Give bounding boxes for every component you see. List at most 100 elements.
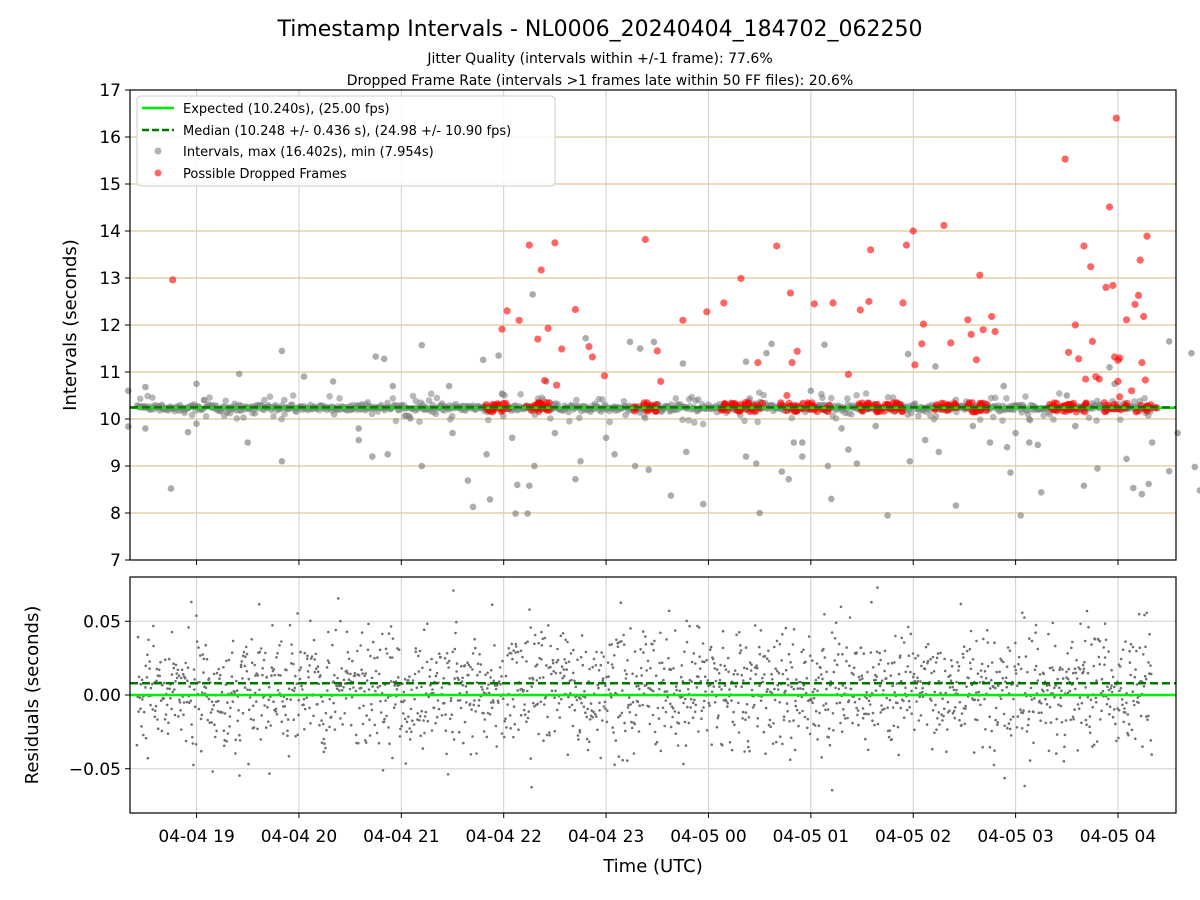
residual-axes-frame [129,576,1177,814]
residual-point [1095,679,1098,682]
interval-point [329,378,337,385]
residual-point [715,725,719,729]
residual-point [767,659,771,663]
residual-point [616,645,620,648]
residual-point [197,707,201,711]
residual-point [220,690,224,694]
residual-point [1070,646,1073,650]
residual-point [930,671,933,675]
residual-point [169,696,172,700]
interval-point [1037,489,1045,496]
interval-point [418,462,426,470]
residual-point [741,710,745,714]
residual-point [294,735,297,738]
residual-point [764,752,767,755]
residual-point [702,706,705,709]
residual-point [415,686,419,689]
residual-point [1034,664,1038,668]
residual-point [546,715,549,719]
residual-point [170,630,174,634]
residual-point [148,667,151,670]
residual-point [770,672,773,676]
residual-point [556,658,560,662]
residual-point [365,679,369,682]
interval-point [188,411,196,419]
residual-point [188,701,191,704]
residual-point [425,660,429,664]
residual-point [403,699,406,702]
residual-point [530,785,533,789]
interval-point [464,477,472,484]
residual-point [1124,640,1127,643]
residual-point [285,668,288,672]
residual-point [936,717,939,720]
residual-point [371,640,375,644]
residual-point [444,713,447,716]
residual-point [512,649,515,652]
residual-point [360,631,364,634]
residual-point [313,670,317,674]
residual-point [937,679,941,683]
interval-point [336,395,343,402]
residual-point [449,697,453,700]
residual-point [418,719,421,722]
residual-point [286,729,289,733]
residual-point [586,707,589,711]
interval-point [1080,482,1088,490]
residual-point [361,722,365,726]
residual-point [629,627,632,630]
residual-point [276,652,279,655]
residual-point [848,664,851,668]
residual-point [424,710,428,714]
residual-point [559,671,562,675]
residual-point [1045,684,1049,687]
residual-point [411,719,414,722]
residual-point [727,670,730,674]
residual-point [137,675,141,679]
legend-box [136,95,556,187]
residual-point [442,677,446,680]
residual-point [758,684,761,688]
residual-point [662,678,665,682]
interval-point [778,468,786,475]
residual-point [325,666,329,669]
residual-point [362,704,365,708]
residual-point [211,708,214,711]
residual-point [179,709,182,712]
residual-point [1008,649,1012,652]
residual-point [773,698,777,702]
residual-point [540,658,543,661]
residual-point [309,722,312,725]
residual-point [363,674,367,678]
residual-point [603,700,607,704]
residual-point [891,684,894,688]
residual-point [280,720,284,723]
residual-point [1030,698,1034,701]
residual-point [1082,667,1086,671]
residual-point [439,656,443,659]
residual-point [1073,708,1076,711]
residual-point [814,678,818,682]
interval-point [606,418,613,426]
residual-point [491,699,495,702]
residual-point [1006,646,1010,649]
residual-point [712,685,716,688]
residual-point [650,688,653,692]
residual-point [929,657,932,661]
residual-point [474,710,478,713]
residual-point [885,696,888,700]
residual-point [850,671,854,675]
residual-point [1095,701,1098,704]
interval-point [526,482,533,490]
residual-point [694,703,698,707]
residual-point [823,613,826,616]
residual-point [626,759,629,762]
residual-point [405,720,409,724]
residual-point [620,640,623,643]
residual-point [880,704,883,707]
interval-point [501,392,508,399]
residual-point [268,772,271,775]
dropped-frame-point [951,400,959,408]
residual-x-ticks: 04-04 19 04-04 20 04-04 21 04-04 22 04-04 23… [158,813,1156,847]
residual-point [199,717,203,721]
